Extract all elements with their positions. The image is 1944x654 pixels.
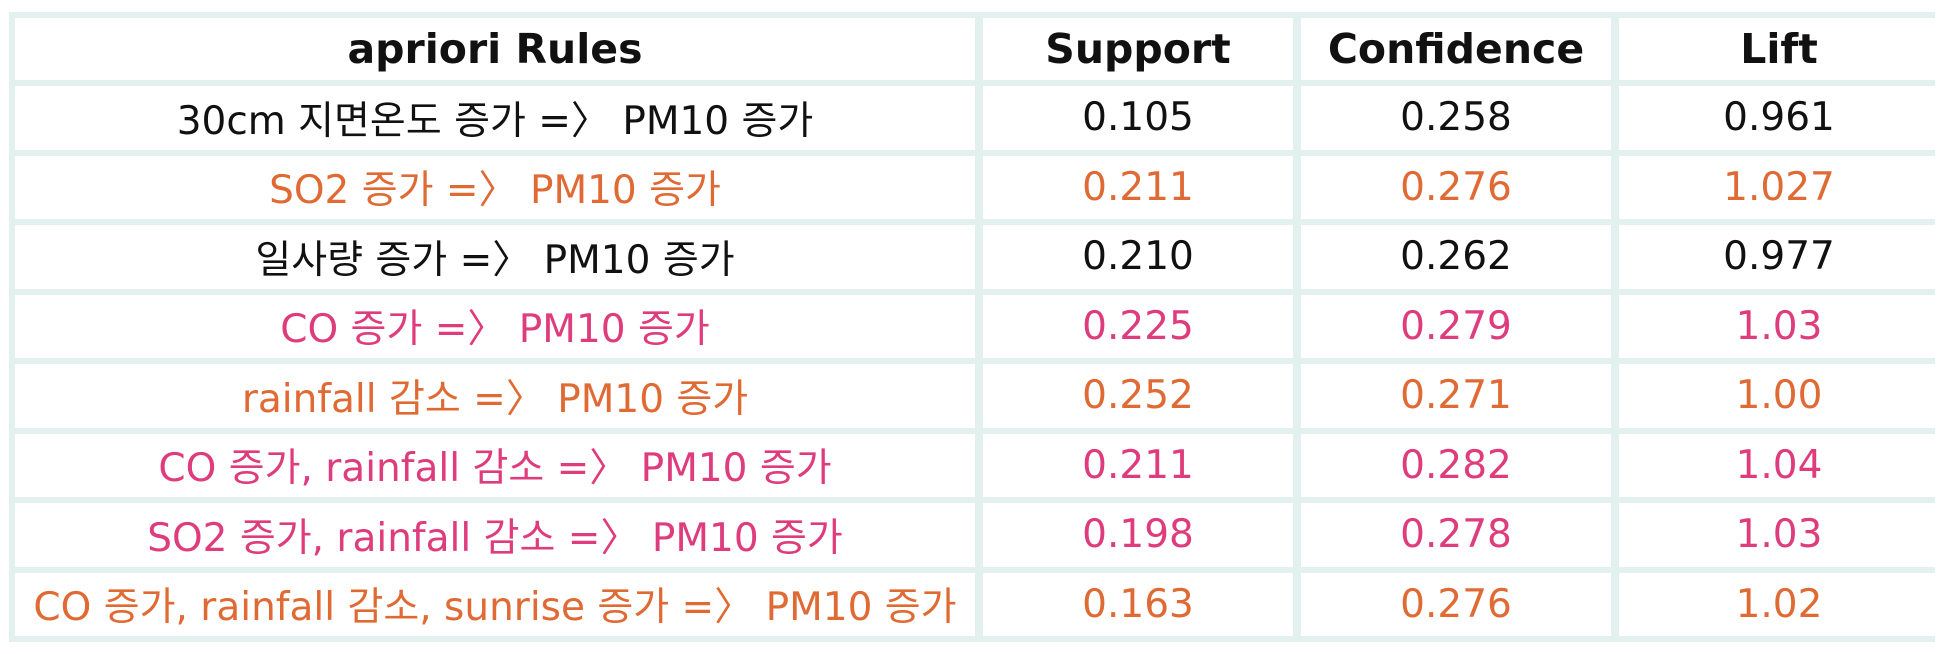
apriori-rules-table: apriori Rules Support Confidence Lift 30…	[7, 12, 1944, 642]
support-cell: 0.105	[983, 86, 1293, 150]
header-rule: apriori Rules	[15, 18, 975, 80]
table-row: SO2 증가, rainfall 감소 =〉 PM10 증가 0.198 0.2…	[15, 503, 1939, 567]
support-cell: 0.225	[983, 294, 1293, 358]
rule-cell: 30cm 지면온도 증가 =〉 PM10 증가	[15, 86, 975, 150]
table-row: 일사량 증가 =〉 PM10 증가 0.210 0.262 0.977	[15, 225, 1939, 289]
header-lift: Lift	[1619, 18, 1939, 80]
table-row: CO 증가 =〉 PM10 증가 0.225 0.279 1.03	[15, 294, 1939, 358]
rule-cell: rainfall 감소 =〉 PM10 증가	[15, 364, 975, 428]
support-cell: 0.198	[983, 503, 1293, 567]
confidence-cell: 0.278	[1301, 503, 1611, 567]
rule-cell: 일사량 증가 =〉 PM10 증가	[15, 225, 975, 289]
support-cell: 0.211	[983, 433, 1293, 497]
confidence-cell: 0.276	[1301, 572, 1611, 636]
support-cell: 0.211	[983, 155, 1293, 219]
table-row: SO2 증가 =〉 PM10 증가 0.211 0.276 1.027	[15, 155, 1939, 219]
header-support: Support	[983, 18, 1293, 80]
rule-cell: SO2 증가, rainfall 감소 =〉 PM10 증가	[15, 503, 975, 567]
apriori-rules-table-container: apriori Rules Support Confidence Lift 30…	[9, 12, 1939, 642]
rule-cell: CO 증가, rainfall 감소 =〉 PM10 증가	[15, 433, 975, 497]
confidence-cell: 0.276	[1301, 155, 1611, 219]
lift-cell: 1.03	[1619, 503, 1939, 567]
table-row: 30cm 지면온도 증가 =〉 PM10 증가 0.105 0.258 0.96…	[15, 86, 1939, 150]
lift-cell: 1.00	[1619, 364, 1939, 428]
header-row: apriori Rules Support Confidence Lift	[15, 18, 1939, 80]
confidence-cell: 0.258	[1301, 86, 1611, 150]
table-row: CO 증가, rainfall 감소 =〉 PM10 증가 0.211 0.28…	[15, 433, 1939, 497]
lift-cell: 0.977	[1619, 225, 1939, 289]
confidence-cell: 0.279	[1301, 294, 1611, 358]
table-row: rainfall 감소 =〉 PM10 증가 0.252 0.271 1.00	[15, 364, 1939, 428]
rule-cell: SO2 증가 =〉 PM10 증가	[15, 155, 975, 219]
confidence-cell: 0.262	[1301, 225, 1611, 289]
confidence-cell: 0.282	[1301, 433, 1611, 497]
lift-cell: 1.02	[1619, 572, 1939, 636]
table-row: CO 증가, rainfall 감소, sunrise 증가 =〉 PM10 증…	[15, 572, 1939, 636]
lift-cell: 1.03	[1619, 294, 1939, 358]
support-cell: 0.252	[983, 364, 1293, 428]
confidence-cell: 0.271	[1301, 364, 1611, 428]
rule-cell: CO 증가, rainfall 감소, sunrise 증가 =〉 PM10 증…	[15, 572, 975, 636]
header-confidence: Confidence	[1301, 18, 1611, 80]
support-cell: 0.163	[983, 572, 1293, 636]
lift-cell: 1.04	[1619, 433, 1939, 497]
support-cell: 0.210	[983, 225, 1293, 289]
rule-cell: CO 증가 =〉 PM10 증가	[15, 294, 975, 358]
lift-cell: 1.027	[1619, 155, 1939, 219]
lift-cell: 0.961	[1619, 86, 1939, 150]
